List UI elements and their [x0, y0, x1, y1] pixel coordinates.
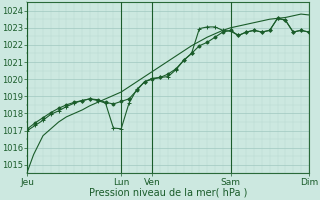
- X-axis label: Pression niveau de la mer( hPa ): Pression niveau de la mer( hPa ): [89, 188, 247, 198]
